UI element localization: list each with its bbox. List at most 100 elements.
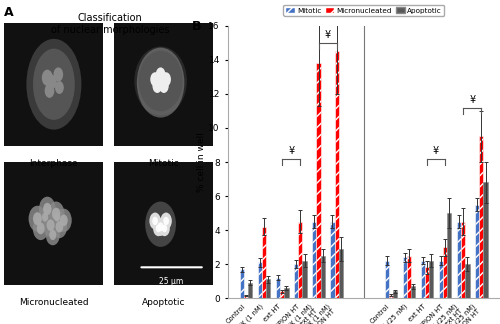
- Legend: Mitotic, Micronucleated, Apoptotic: Mitotic, Micronucleated, Apoptotic: [284, 5, 444, 16]
- Bar: [276, 278, 280, 298]
- Text: ¥: ¥: [470, 95, 476, 105]
- Bar: [284, 288, 288, 298]
- Bar: [294, 264, 298, 298]
- Circle shape: [42, 213, 48, 222]
- Text: Micronucleated: Micronucleated: [19, 298, 88, 307]
- Circle shape: [162, 225, 167, 232]
- Circle shape: [56, 221, 64, 233]
- Bar: [316, 64, 320, 298]
- Bar: [421, 260, 425, 298]
- Circle shape: [156, 225, 161, 232]
- Circle shape: [52, 208, 60, 220]
- Bar: [248, 283, 252, 298]
- Bar: [298, 222, 302, 298]
- Circle shape: [159, 79, 168, 93]
- Circle shape: [150, 213, 161, 229]
- Text: Mitotic: Mitotic: [148, 159, 180, 168]
- Circle shape: [158, 222, 164, 231]
- Bar: [461, 222, 466, 298]
- Circle shape: [154, 218, 167, 236]
- Circle shape: [28, 206, 46, 232]
- Circle shape: [54, 67, 63, 82]
- Bar: [114, 23, 214, 146]
- Bar: [429, 260, 434, 298]
- Circle shape: [36, 223, 44, 234]
- Circle shape: [56, 209, 72, 232]
- Circle shape: [50, 230, 56, 240]
- Bar: [448, 213, 452, 298]
- Bar: [389, 295, 393, 298]
- Circle shape: [156, 75, 166, 89]
- Circle shape: [33, 217, 48, 240]
- Bar: [443, 247, 448, 298]
- Bar: [402, 257, 407, 298]
- Circle shape: [52, 215, 67, 238]
- Y-axis label: % cell in well: % cell in well: [196, 132, 205, 192]
- Circle shape: [55, 81, 64, 94]
- Bar: [280, 291, 284, 298]
- Circle shape: [39, 197, 56, 221]
- Circle shape: [160, 221, 170, 236]
- Circle shape: [145, 202, 176, 247]
- Circle shape: [46, 219, 54, 231]
- Circle shape: [39, 208, 52, 226]
- Bar: [244, 295, 248, 298]
- Ellipse shape: [26, 39, 82, 130]
- Text: Classification
of nuclear morphologies: Classification of nuclear morphologies: [51, 13, 169, 35]
- Bar: [262, 227, 266, 298]
- Ellipse shape: [33, 49, 75, 120]
- Circle shape: [48, 202, 64, 226]
- Bar: [240, 269, 244, 298]
- Circle shape: [153, 221, 164, 236]
- Bar: [338, 249, 343, 298]
- Circle shape: [49, 77, 57, 88]
- Bar: [266, 279, 270, 298]
- Bar: [393, 291, 397, 298]
- Circle shape: [42, 214, 58, 237]
- Text: B: B: [192, 20, 202, 33]
- Text: ¥: ¥: [324, 30, 330, 40]
- Text: ¥: ¥: [288, 146, 294, 156]
- Bar: [330, 222, 334, 298]
- Bar: [425, 268, 429, 298]
- Circle shape: [156, 67, 166, 82]
- Bar: [439, 260, 443, 298]
- Circle shape: [152, 79, 162, 93]
- Bar: [114, 162, 214, 285]
- Text: Apoptotic: Apoptotic: [142, 298, 186, 307]
- Circle shape: [152, 217, 158, 225]
- Bar: [302, 260, 306, 298]
- Bar: [484, 182, 488, 298]
- Text: 25 μm: 25 μm: [160, 277, 184, 286]
- Bar: [258, 262, 262, 298]
- Circle shape: [60, 214, 68, 226]
- Circle shape: [163, 217, 169, 225]
- Circle shape: [42, 70, 53, 86]
- Text: Interphase: Interphase: [30, 159, 78, 168]
- Circle shape: [54, 213, 60, 222]
- Circle shape: [150, 72, 160, 87]
- Circle shape: [43, 203, 52, 215]
- Circle shape: [160, 213, 172, 229]
- Bar: [457, 222, 461, 298]
- Circle shape: [159, 71, 167, 83]
- Bar: [475, 204, 480, 298]
- Circle shape: [44, 84, 54, 98]
- Circle shape: [51, 208, 64, 226]
- Bar: [4, 23, 103, 146]
- Circle shape: [137, 48, 184, 118]
- Bar: [480, 136, 484, 298]
- Circle shape: [162, 72, 171, 87]
- Bar: [411, 286, 415, 298]
- Bar: [334, 52, 338, 298]
- Circle shape: [33, 212, 42, 225]
- Text: A: A: [4, 6, 14, 19]
- Circle shape: [154, 71, 162, 83]
- Circle shape: [46, 225, 60, 245]
- Circle shape: [48, 75, 55, 84]
- Bar: [312, 222, 316, 298]
- Bar: [384, 260, 389, 298]
- Bar: [407, 256, 411, 298]
- Bar: [466, 264, 469, 298]
- Text: ¥: ¥: [433, 146, 439, 156]
